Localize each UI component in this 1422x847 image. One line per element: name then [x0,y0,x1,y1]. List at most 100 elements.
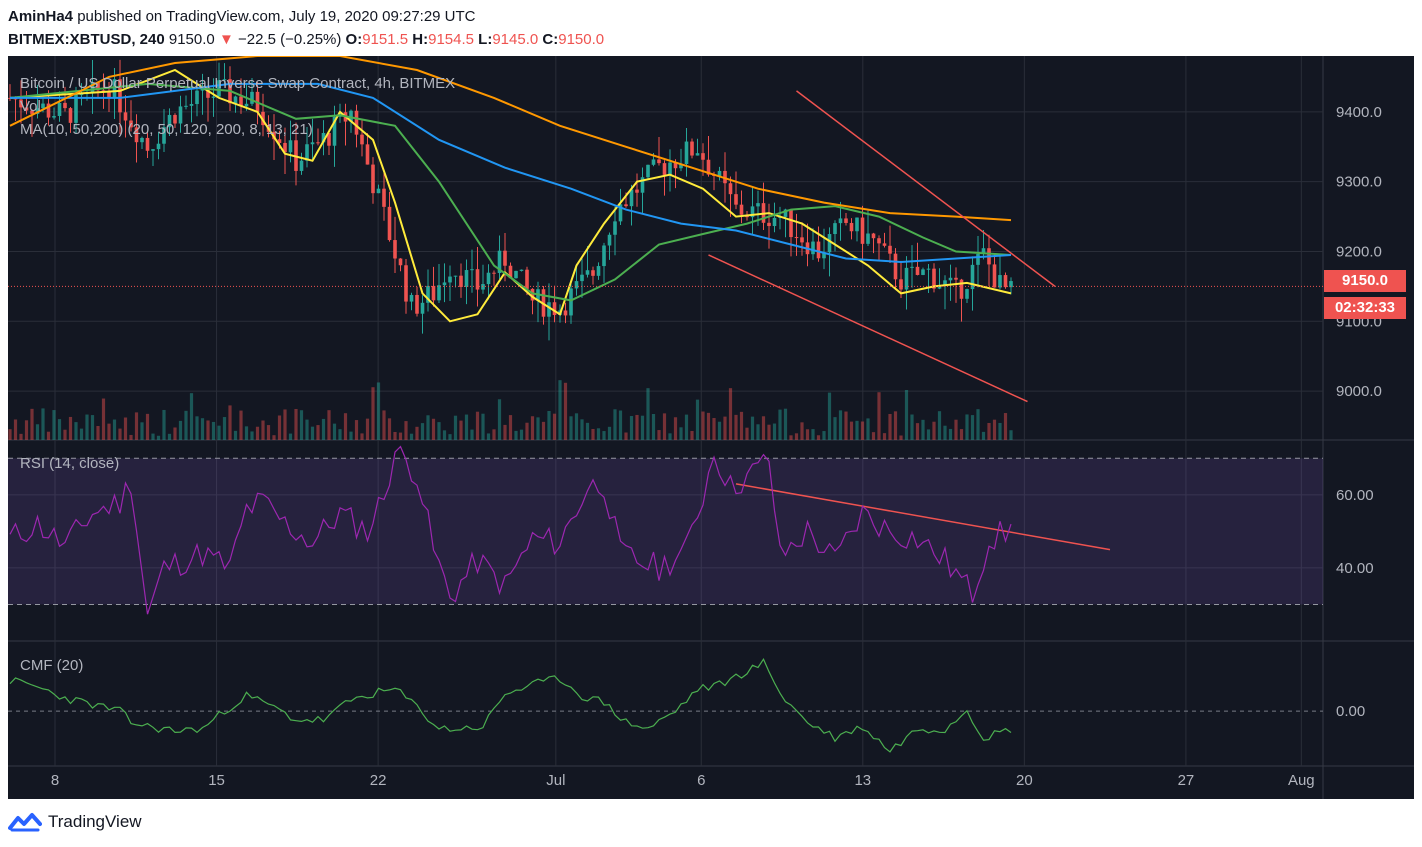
volume-bar [767,424,771,440]
candle-body [123,112,128,121]
trendline[interactable] [735,483,1111,551]
volume-bar [910,414,914,440]
close-label: C: [542,31,559,48]
candle-body [420,302,425,314]
x-tick-label: 27 [1178,772,1195,789]
candle-body [723,170,727,184]
candle-body [41,103,45,109]
footer: TradingView [8,812,142,832]
volume-bar [783,408,788,440]
candle-body [277,139,282,143]
candle-body [607,234,612,246]
candle-body [327,132,331,146]
volume-bar [866,418,870,440]
volume-bar [948,428,953,440]
candle-body [140,137,144,143]
candle-body [206,87,210,98]
volume-bar [822,431,826,440]
chart-canvas[interactable]: 8 15 22 Jul 6 13 20 27 Aug9400.09300.09200.09100… [0,56,1422,799]
volume-bar [624,432,628,440]
volume-bar [965,414,969,440]
volume-bar [316,425,320,440]
candle-body [585,270,590,275]
price-tick-label: 9300.0 [1336,174,1382,191]
volume-bar [459,420,463,440]
candle-body [783,209,788,217]
candle-body [239,96,243,107]
candle-body [679,164,683,169]
candle-body [613,221,617,235]
volume-bar [536,417,540,440]
volume-bar [893,411,898,440]
volume-bar [453,415,458,440]
candle-body [844,218,848,223]
tradingview-logo-icon[interactable] [8,812,42,832]
volume-bar [228,405,232,440]
volume-bar [937,411,942,440]
candle-body [387,206,392,241]
candle-body [767,222,771,227]
volume-bar [761,416,766,440]
cmf-pane[interactable] [9,657,1012,753]
candle-body [63,102,67,109]
volume-bar [800,422,804,440]
author-name[interactable]: AminHa4 [8,8,74,25]
volume-bar [431,418,436,440]
candle-body [833,223,837,235]
candle-body [244,103,249,107]
volume-bar [376,382,381,440]
candle-body [794,237,799,239]
candle-body [739,204,744,215]
candle-body [486,272,491,285]
open-value: 9151.5 [362,31,409,48]
candle-body [365,144,370,165]
candle-body [222,79,227,81]
volume-bar [640,415,645,440]
candle-body [250,91,254,104]
volume-bar [277,415,282,440]
trendline[interactable] [796,90,1056,287]
volume-bar [112,419,117,440]
price-pane[interactable] [8,56,1323,440]
volume-bar [855,420,859,440]
low-label: L: [478,31,493,48]
volume-bar [283,409,287,440]
candle-body [646,164,650,178]
candle-body [448,276,452,283]
candle-body [393,240,397,259]
rsi-line [9,445,1012,615]
volume-bar [833,417,837,440]
candle-body [24,107,29,111]
volume-bar [508,415,513,440]
volume-bar [68,416,73,440]
volume-bar [404,421,408,440]
candle-body [937,285,942,289]
legend-rsi: RSI (14, close) [20,455,119,472]
cmf-line [9,657,1012,753]
candle-body [860,217,865,244]
volume-bar [189,393,194,440]
legend-ma: MA(10, 50,200) (20, 50, 120, 200, 8, 13,… [20,121,313,138]
volume-bar [327,410,331,440]
volume-bar [481,413,485,440]
candle-body [921,269,925,275]
candle-body [167,114,172,128]
footer-brand[interactable]: TradingView [48,812,142,831]
volume-bar [288,433,293,440]
volume-bar [646,388,650,440]
candle-body [965,289,969,299]
volume-bar [789,435,793,440]
rsi-pane[interactable] [8,445,1323,615]
moving-average-line [9,82,1012,302]
volume-bar [90,415,95,440]
volume-bar [129,434,133,440]
volume-bar [701,411,705,440]
candle-body [426,285,430,303]
price-tick-label: 9400.0 [1336,104,1382,121]
trendline[interactable] [708,254,1028,403]
legend-vol: Vol [20,98,41,115]
volume-bar [882,433,887,440]
volume-bar [57,419,62,440]
candle-body [52,115,56,118]
x-tick-label: 6 [697,772,705,789]
